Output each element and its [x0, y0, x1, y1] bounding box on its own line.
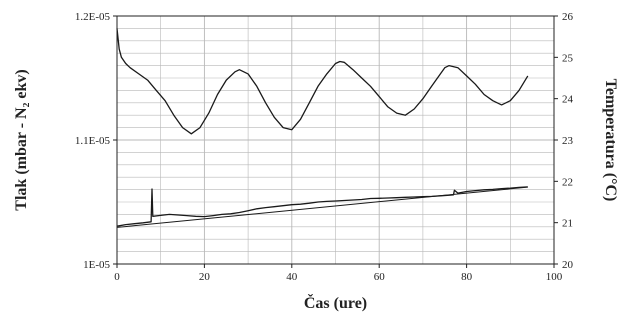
x-axis-title: Čas (ure) [304, 293, 367, 312]
y-right-axis-title: Temperatura (°C) [602, 79, 619, 202]
y-left-tick-labels: 1E-05 1.1E-05 1.2E-05 [75, 11, 117, 271]
y-right-tick-label: 24 [562, 94, 574, 106]
y-left-tick-label: 1E-05 [83, 259, 110, 271]
y-right-tick-label: 26 [562, 11, 574, 23]
y-right-tick-label: 20 [562, 259, 574, 271]
pressure-line [116, 186, 528, 227]
pressure-trend-line [116, 186, 528, 228]
y-left-axis-title: Tlak (mbar - N₂ ekv) [13, 69, 30, 210]
temperature-line [116, 28, 529, 135]
x-tick-label: 100 [546, 271, 563, 283]
grid [117, 16, 554, 264]
series-layer [116, 28, 529, 228]
y-right-tick-label: 22 [562, 176, 573, 188]
x-tick-label: 40 [286, 271, 298, 283]
x-tick-label: 0 [114, 271, 120, 283]
y-right-tick-label: 21 [562, 218, 573, 230]
y-left-tick-label: 1.1E-05 [75, 135, 111, 147]
x-tick-label: 20 [199, 271, 211, 283]
y-left-tick-label: 1.2E-05 [75, 11, 111, 23]
x-tick-label: 80 [461, 271, 473, 283]
x-tick-labels: 0 20 40 60 80 100 [114, 264, 563, 283]
y-right-tick-label: 25 [562, 52, 574, 64]
x-tick-label: 60 [374, 271, 386, 283]
y-right-tick-labels: 20 21 22 23 24 25 26 [554, 11, 574, 271]
y-right-tick-label: 23 [562, 135, 574, 147]
